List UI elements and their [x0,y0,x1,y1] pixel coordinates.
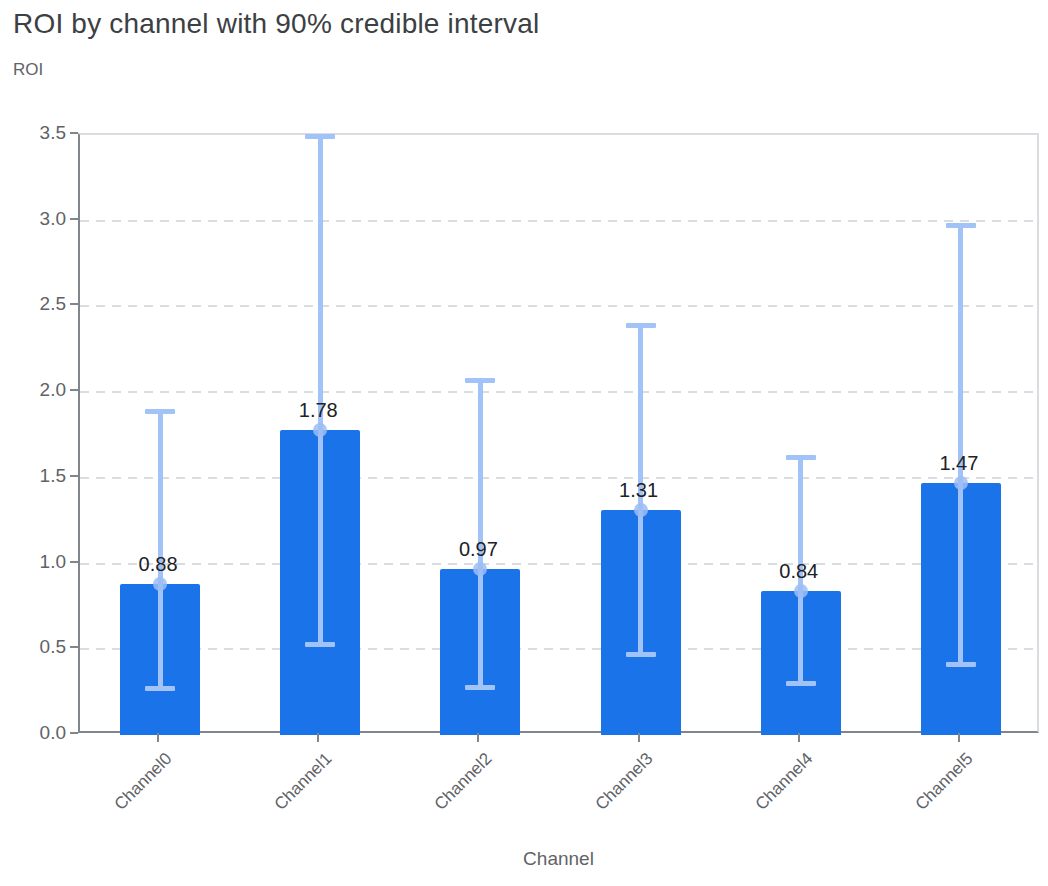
error-bar-line [318,137,323,644]
x-tick-label: Channel5 [878,749,978,849]
error-bar-line [958,226,963,665]
x-tick-label: Channel4 [718,749,818,849]
error-bar-cap [626,652,656,657]
y-tick-mark [70,303,78,305]
y-tick-label: 0.0 [6,723,66,743]
y-tick-mark [70,132,78,134]
y-tick-mark [70,475,78,477]
y-tick-label: 3.0 [6,209,66,229]
x-tick-mark [317,733,319,742]
error-bar-mean-dot [794,584,808,598]
bar-value-label: 0.97 [418,538,538,561]
bar-value-label: 0.88 [98,553,218,576]
error-bar-line [158,411,163,689]
error-bar-cap [145,409,175,414]
bar-value-label: 0.84 [739,560,859,583]
y-tick-mark [70,389,78,391]
y-tick-label: 2.0 [6,380,66,400]
gridline [80,220,1037,222]
gridline [80,391,1037,393]
x-tick-mark [798,733,800,742]
plot-area [78,133,1039,733]
gridline [80,305,1037,307]
error-bar-mean-dot [954,476,968,490]
error-bar-cap [786,681,816,686]
y-tick-label: 1.0 [6,552,66,572]
y-tick-label: 1.5 [6,466,66,486]
y-tick-label: 0.5 [6,637,66,657]
y-axis-title: ROI [13,60,43,80]
y-tick-label: 3.5 [6,123,66,143]
error-bar-mean-dot [313,423,327,437]
y-tick-mark [70,732,78,734]
chart-canvas: ROI by channel with 90% credible interva… [0,0,1048,886]
error-bar-cap [305,134,335,139]
error-bar-cap [465,378,495,383]
x-tick-label: Channel2 [398,749,498,849]
x-tick-mark [157,733,159,742]
y-tick-mark [70,218,78,220]
error-bar-cap [786,455,816,460]
x-tick-mark [477,733,479,742]
bar-value-label: 1.78 [258,399,378,422]
gridline [80,563,1037,565]
error-bar-mean-dot [634,503,648,517]
x-tick-label: Channel1 [237,749,337,849]
x-tick-mark [958,733,960,742]
error-bar-cap [946,223,976,228]
gridline [80,648,1037,650]
x-tick-label: Channel0 [77,749,177,849]
bar-value-label: 1.47 [899,452,1019,475]
y-tick-mark [70,646,78,648]
chart-title: ROI by channel with 90% credible interva… [13,8,539,40]
error-bar-cap [626,323,656,328]
x-tick-label: Channel3 [558,749,658,849]
error-bar-cap [465,685,495,690]
error-bar-cap [946,662,976,667]
y-tick-mark [70,561,78,563]
error-bar-line [478,380,483,687]
error-bar-cap [145,686,175,691]
y-tick-label: 2.5 [6,294,66,314]
x-tick-mark [638,733,640,742]
gridline [80,477,1037,479]
x-axis-title: Channel [78,848,1039,870]
bar-value-label: 1.31 [579,479,699,502]
error-bar-cap [305,642,335,647]
